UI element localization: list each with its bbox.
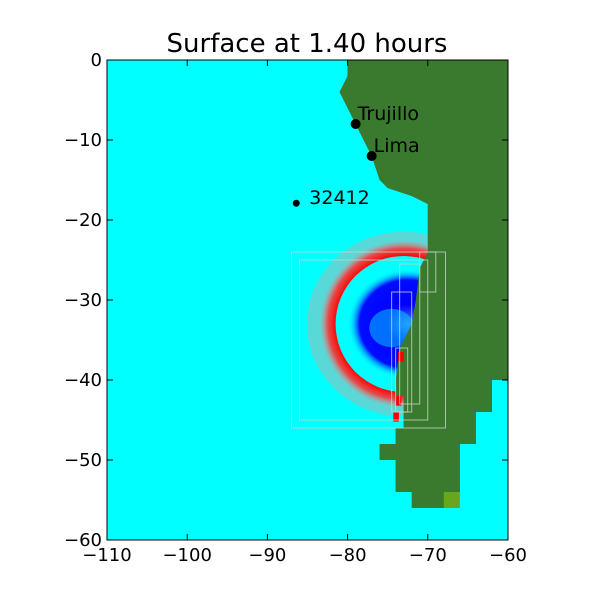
x-tick-label: −70 bbox=[409, 545, 447, 566]
chart-title: Surface at 1.40 hours bbox=[167, 29, 448, 59]
land-mask bbox=[339, 60, 508, 508]
y-axis: 0 −10 −20 −30 −40 −50 −60 bbox=[64, 50, 508, 551]
gauge-label: Trujillo bbox=[357, 103, 419, 125]
patch-outline bbox=[299, 259, 429, 421]
y-tick-label: −20 bbox=[64, 210, 102, 231]
highland-cell bbox=[443, 492, 460, 508]
y-tick-label: −60 bbox=[64, 530, 102, 551]
gauge-label: Lima bbox=[374, 135, 420, 157]
plot-area bbox=[107, 60, 508, 540]
x-tick-label: −100 bbox=[162, 545, 211, 566]
patch-outline bbox=[395, 347, 409, 413]
y-tick-label: −30 bbox=[64, 290, 102, 311]
patch-outline bbox=[419, 251, 437, 293]
x-axis: −110 −100 −90 −80 −70 −60 bbox=[82, 60, 527, 566]
patch-outline bbox=[399, 263, 421, 405]
gauge-label: 32412 bbox=[309, 187, 369, 209]
gauge-marker bbox=[366, 151, 377, 161]
x-tick-label: −110 bbox=[82, 545, 131, 566]
gauge-marker bbox=[292, 199, 300, 207]
gauge-marker bbox=[350, 119, 361, 129]
tsunami-wave bbox=[306, 60, 508, 508]
coastal-runup bbox=[395, 396, 402, 406]
gauge-markers: Trujillo Lima 32412 bbox=[292, 103, 420, 209]
x-tick-label: −80 bbox=[329, 545, 367, 566]
coastal-runup bbox=[393, 412, 399, 422]
patch-outline bbox=[291, 251, 446, 429]
y-tick-label: −10 bbox=[64, 130, 102, 151]
x-tick-label: −60 bbox=[489, 545, 527, 566]
y-tick-label: −40 bbox=[64, 370, 102, 391]
x-tick-label: −90 bbox=[248, 545, 286, 566]
y-tick-label: −50 bbox=[64, 450, 102, 471]
y-tick-label: 0 bbox=[91, 50, 102, 71]
refinement-patches bbox=[291, 251, 446, 429]
coastal-runup bbox=[398, 352, 404, 362]
